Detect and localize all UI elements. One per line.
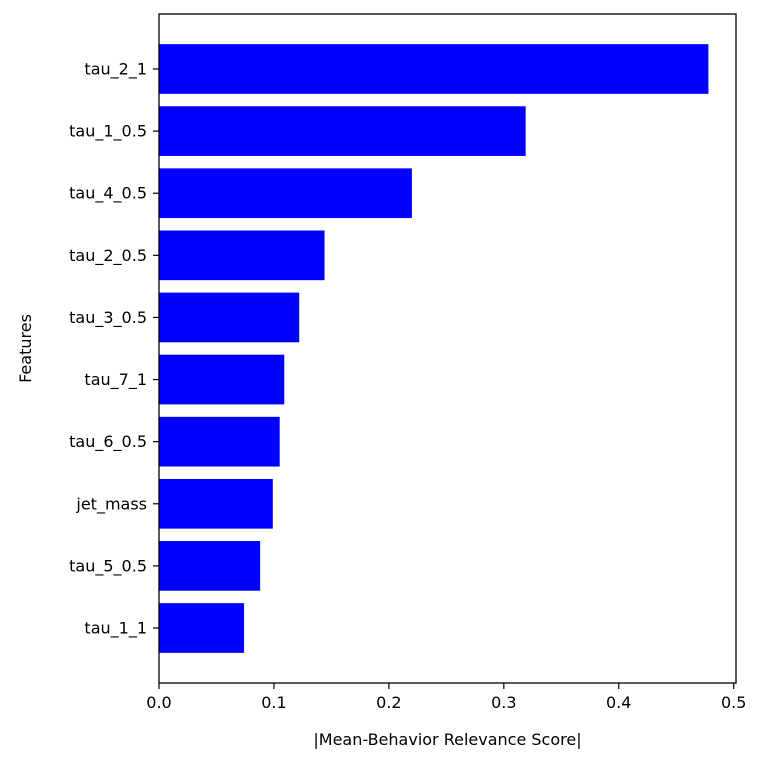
y-tick-label: jet_mass <box>75 494 147 514</box>
y-tick-label: tau_4_0.5 <box>69 184 147 204</box>
x-axis-title: |Mean-Behavior Relevance Score| <box>313 730 581 749</box>
x-tick-label: 0.1 <box>261 693 286 712</box>
bar-tau_1_0.5 <box>159 106 526 156</box>
x-tick-label: 0.2 <box>376 693 401 712</box>
bar-tau_3_0.5 <box>159 292 300 343</box>
y-axis-ticks: tau_2_1 tau_1_0.5 tau_4_0.5 tau_2_0.5 tau_3_… <box>69 60 159 639</box>
y-tick-label: tau_2_0.5 <box>69 246 147 266</box>
y-tick-label: tau_7_1 <box>84 370 147 390</box>
bar-tau_1_1 <box>159 603 245 653</box>
x-tick-label: 0.5 <box>721 693 746 712</box>
y-axis-title: Features <box>16 314 35 383</box>
bar-tau_2_0.5 <box>159 230 325 281</box>
x-axis-ticks: 0.0 0.1 0.2 0.3 0.4 0.5 <box>146 683 746 712</box>
y-tick-label: tau_1_0.5 <box>69 122 147 142</box>
x-tick-label: 0.0 <box>146 693 171 712</box>
x-tick-label: 0.3 <box>491 693 516 712</box>
y-tick-label: tau_6_0.5 <box>69 432 147 452</box>
bar-tau_4_0.5 <box>159 168 412 219</box>
y-tick-label: tau_5_0.5 <box>69 556 147 576</box>
y-tick-label: tau_2_1 <box>84 60 147 80</box>
bar-tau_5_0.5 <box>159 541 261 591</box>
bar-jet_mass <box>159 478 273 529</box>
bar-tau_7_1 <box>159 354 285 405</box>
y-tick-label: tau_3_0.5 <box>69 308 147 328</box>
x-tick-label: 0.4 <box>606 693 631 712</box>
bar-tau_2_1 <box>159 44 709 94</box>
plot-frame <box>158 13 737 684</box>
bar-tau_6_0.5 <box>159 416 280 467</box>
bars-layer <box>159 44 709 653</box>
y-tick-label: tau_1_1 <box>84 619 147 639</box>
